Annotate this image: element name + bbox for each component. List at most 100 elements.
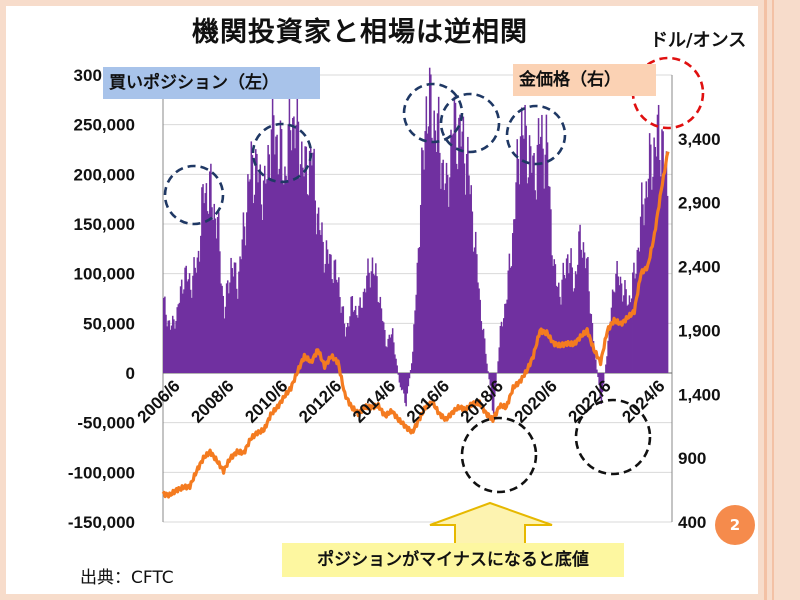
position-bar [194, 267, 196, 373]
callout-label: ポジションがマイナスになると底値 [282, 543, 624, 577]
position-bar [249, 179, 251, 373]
position-bar [244, 245, 247, 373]
position-bar [629, 302, 632, 373]
position-bar [514, 219, 516, 373]
position-bar [259, 164, 262, 373]
position-bar [265, 183, 267, 373]
position-bar [350, 296, 352, 373]
frame-left [0, 0, 6, 600]
position-bar [191, 297, 193, 373]
position-bar [315, 234, 318, 373]
position-bar [402, 373, 404, 390]
position-bar [573, 288, 576, 373]
position-bar [349, 316, 351, 373]
position-bar [571, 267, 573, 373]
position-bar [642, 204, 644, 373]
right-axis-unit: ドル/オンス [650, 30, 747, 51]
position-bar [658, 160, 661, 373]
position-bar [445, 162, 448, 373]
position-bar [284, 166, 286, 373]
position-bar [287, 124, 290, 373]
position-bar [408, 373, 411, 379]
position-bar [341, 306, 343, 373]
position-bar [561, 279, 563, 373]
position-bar [451, 135, 453, 373]
position-bar [428, 67, 431, 374]
position-bar [226, 280, 229, 373]
position-bar [210, 163, 212, 373]
position-bar [165, 314, 167, 373]
position-bar [542, 148, 544, 373]
gold-price-line [161, 151, 670, 499]
position-bar [320, 234, 322, 373]
position-bar [606, 356, 608, 373]
position-bar [449, 177, 451, 373]
left-tick-label: 150,000 [74, 215, 135, 234]
right-tick-label: 1,400 [678, 385, 721, 404]
position-bar [252, 203, 255, 373]
position-bar [363, 288, 366, 373]
position-bar [246, 212, 248, 373]
position-bar [448, 206, 450, 373]
position-bar [533, 152, 535, 373]
position-bar [636, 249, 639, 373]
position-bar [372, 273, 375, 373]
position-bar [221, 285, 223, 373]
position-bar [526, 183, 529, 373]
position-bar [276, 134, 278, 373]
bottom-circle-2023 [574, 398, 652, 476]
position-bar [192, 275, 194, 373]
position-bar [425, 96, 428, 373]
page-number-badge: 2 [715, 505, 755, 545]
position-bar [382, 322, 385, 373]
position-bar [207, 213, 210, 373]
position-bar [303, 176, 305, 373]
position-bar [179, 286, 182, 373]
position-bar [479, 299, 481, 373]
position-bar [570, 248, 572, 373]
position-bar [577, 264, 579, 373]
position-bar [611, 289, 614, 373]
position-bar [344, 336, 347, 373]
x-tick-label: 2010/6 [241, 376, 291, 426]
position-bar [467, 136, 469, 373]
position-bar [195, 272, 198, 373]
position-bar [582, 242, 585, 373]
position-bar [293, 116, 295, 373]
position-bar [509, 267, 512, 373]
position-bar [454, 102, 457, 374]
position-bar [598, 373, 600, 386]
position-bar [203, 203, 205, 373]
position-bar [298, 178, 301, 373]
position-bar [432, 141, 434, 373]
right-tick-label: 1,900 [678, 321, 721, 340]
position-bar [393, 342, 395, 373]
position-bar [235, 288, 238, 373]
position-bar [549, 186, 551, 373]
position-bar [336, 282, 339, 373]
position-bar [491, 373, 494, 411]
position-bar [474, 231, 477, 373]
position-bar [442, 159, 444, 373]
position-bar [239, 256, 241, 373]
position-bar [240, 259, 242, 373]
position-bar [416, 262, 419, 373]
position-bar [314, 200, 317, 373]
position-bar [166, 326, 168, 373]
position-bar [354, 305, 357, 373]
position-bar [527, 177, 530, 373]
position-bar [540, 136, 542, 373]
position-bar [302, 167, 304, 373]
position-bar [572, 291, 575, 373]
position-bar [543, 188, 545, 373]
position-bar [243, 226, 246, 373]
position-bar [206, 211, 209, 373]
position-bar [366, 275, 368, 373]
position-bar [647, 178, 650, 373]
position-bar [174, 328, 176, 373]
left-tick-label: 0 [126, 364, 135, 383]
frame-bottom [0, 594, 800, 600]
position-bar [234, 262, 237, 373]
position-bar [189, 289, 192, 373]
position-bar [224, 306, 227, 373]
